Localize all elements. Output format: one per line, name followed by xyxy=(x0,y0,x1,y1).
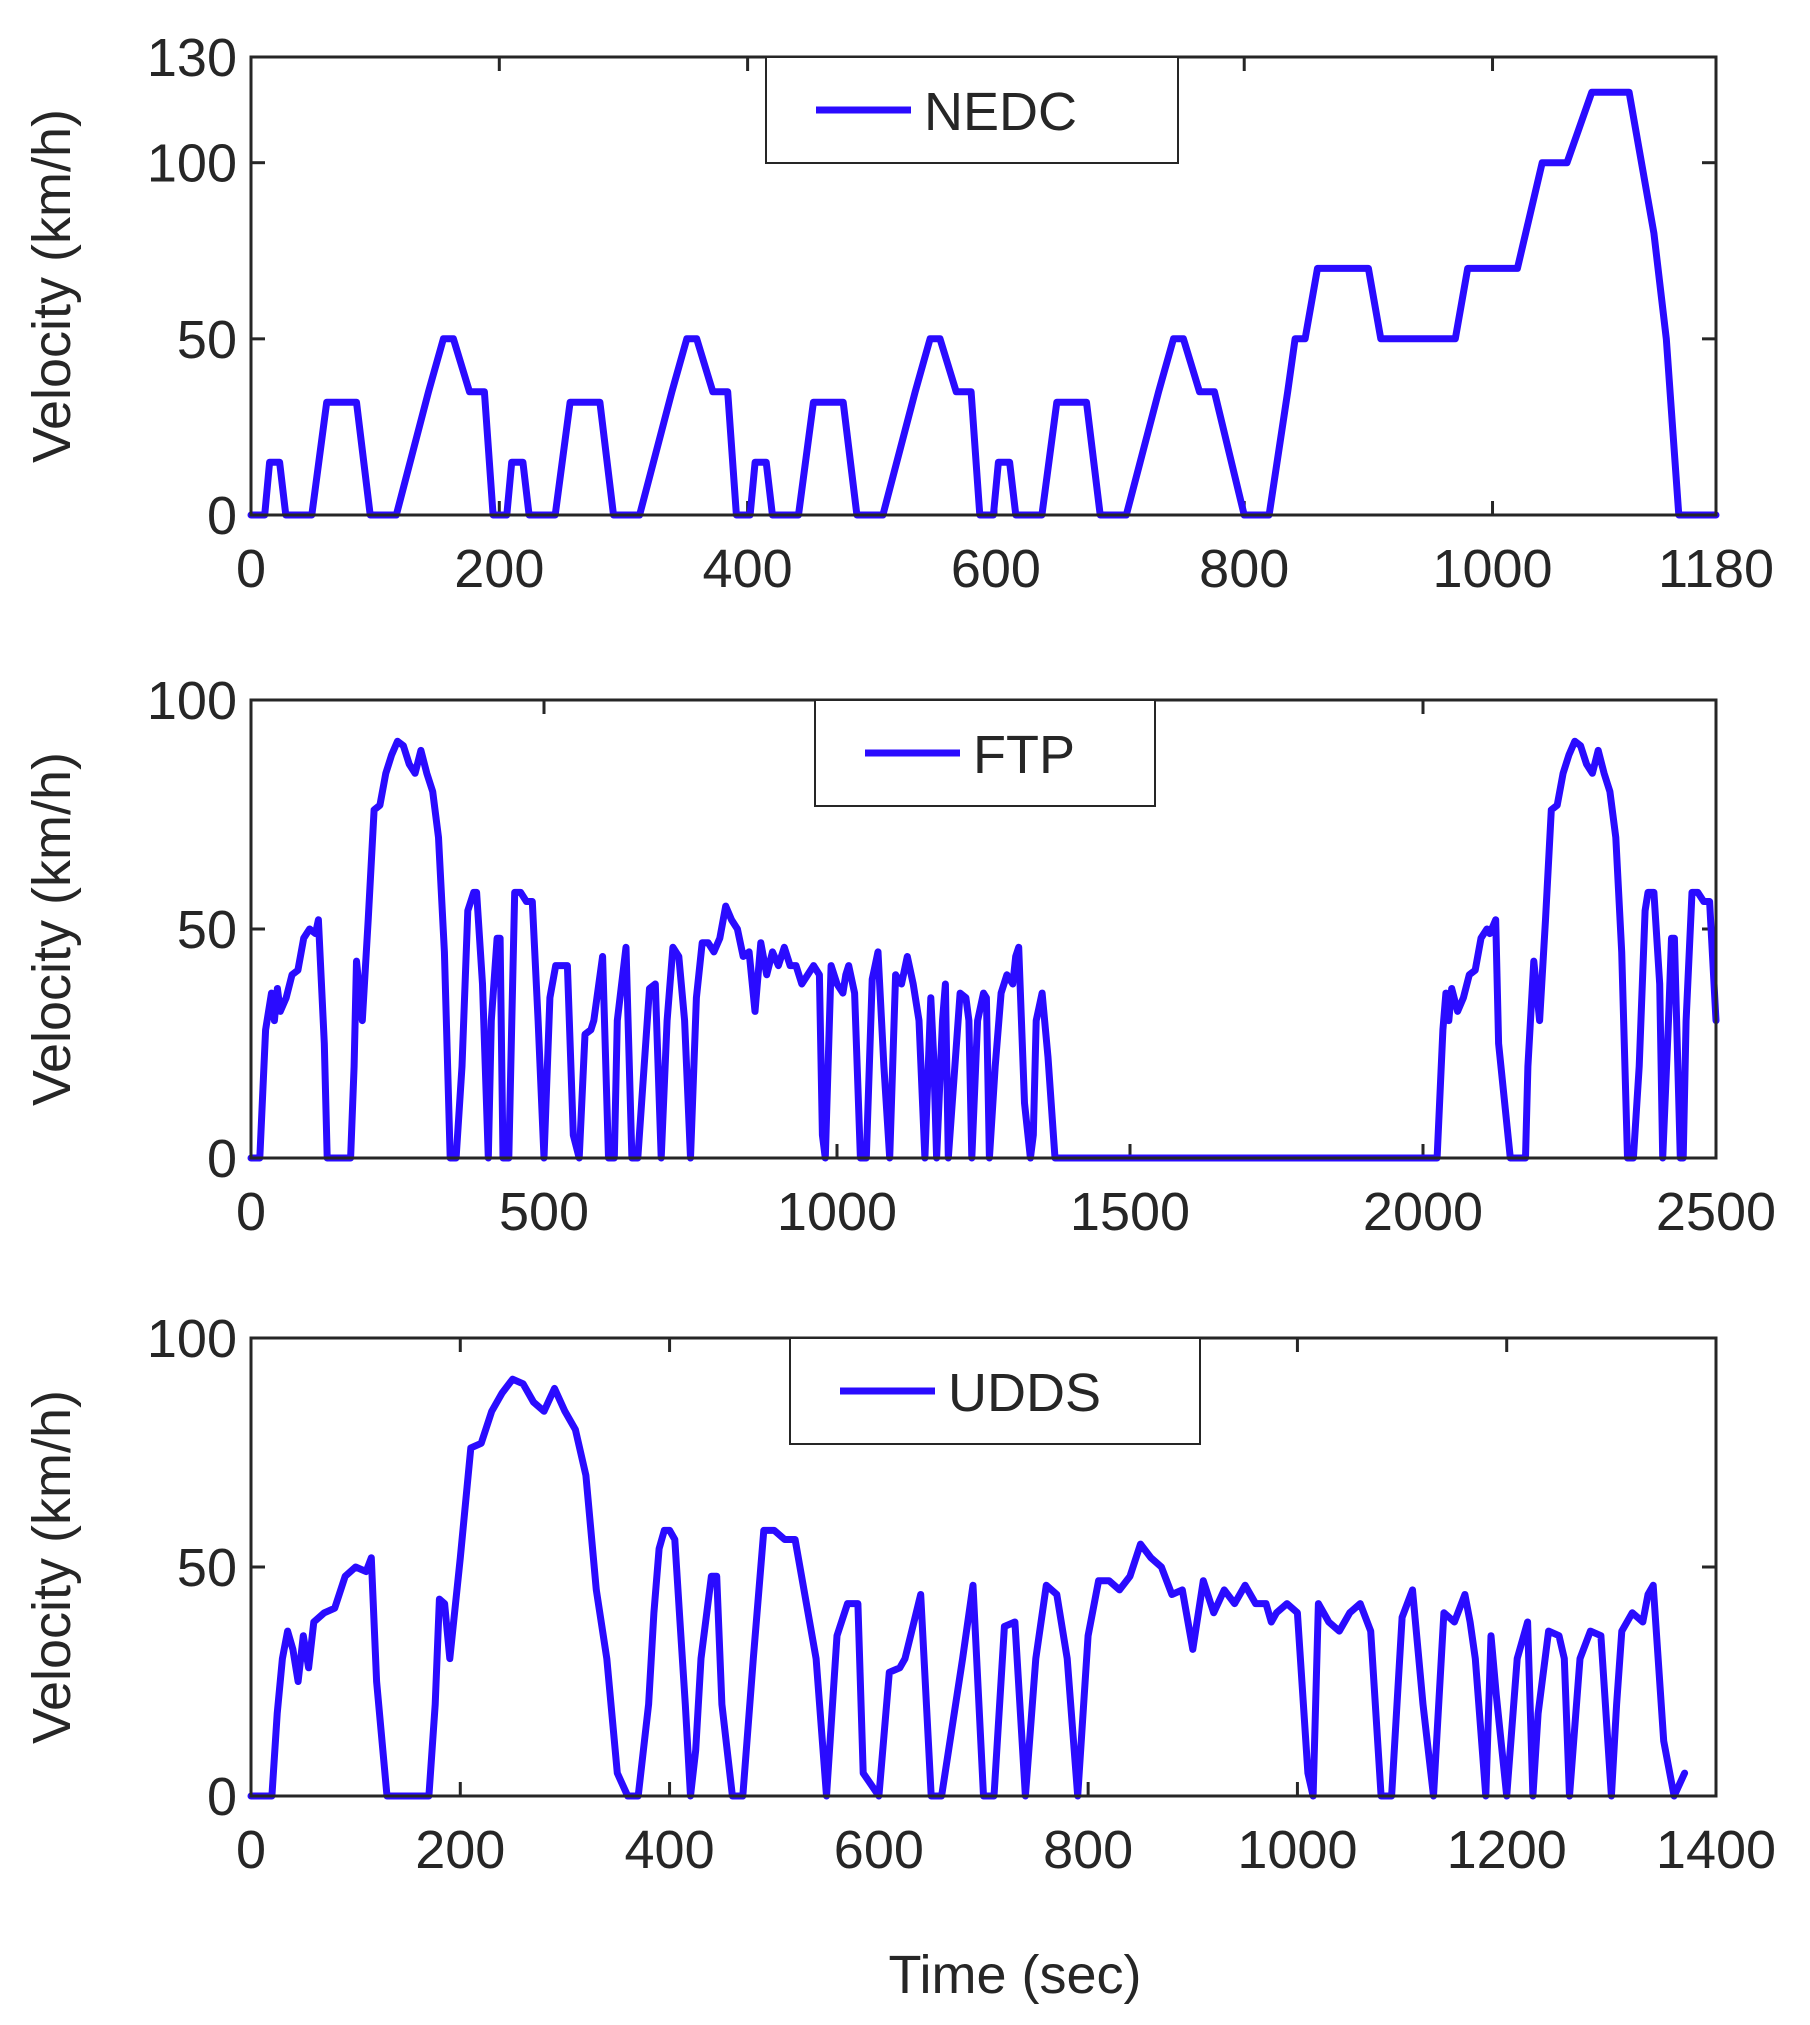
y-tick-label: 50 xyxy=(177,900,237,960)
y-tick-label: 50 xyxy=(177,310,237,370)
legend: FTP xyxy=(814,699,1156,807)
x-tick-label: 1000 xyxy=(1432,539,1552,599)
y-tick-label: 50 xyxy=(177,1538,237,1598)
y-axis-label: Velocity (km/h) xyxy=(22,752,82,1106)
x-tick-label: 1500 xyxy=(1070,1182,1190,1242)
x-tick-label: 1180 xyxy=(1658,539,1774,599)
y-axis-label: Velocity (km/h) xyxy=(22,109,82,463)
legend: UDDS xyxy=(789,1337,1201,1445)
chart-panel-ftp: 0 500 1000 1500 2000 2500 0 50 100 Velocity (km/h… xyxy=(22,671,1776,1242)
legend-box xyxy=(765,56,1179,164)
series-line-udds xyxy=(247,1375,1689,1800)
series-line-nedc xyxy=(247,88,1720,519)
x-tick-label: 800 xyxy=(1043,1820,1133,1880)
x-tick-label: 600 xyxy=(834,1820,924,1880)
x-tick-label: 1000 xyxy=(1237,1820,1357,1880)
x-tick-label: 1200 xyxy=(1447,1820,1567,1880)
x-tick-label: 0 xyxy=(236,1820,266,1880)
x-tick-label: 200 xyxy=(454,539,544,599)
x-tick-label: 0 xyxy=(236,539,266,599)
x-tick-label: 1000 xyxy=(777,1182,897,1242)
chart-panel-nedc: 0 200 400 600 800 1000 1180 0 50 100 130 Velocity (… xyxy=(22,28,1774,599)
x-tick-label: 0 xyxy=(236,1182,266,1242)
legend: NEDC xyxy=(765,56,1179,164)
y-tick-label: 0 xyxy=(207,1129,237,1189)
x-tick-label: 2500 xyxy=(1656,1182,1776,1242)
x-axis-label: Time (sec) xyxy=(889,1945,1142,2005)
x-tick-label: 200 xyxy=(415,1820,505,1880)
x-tick-label: 1400 xyxy=(1656,1820,1776,1880)
y-tick-label: 100 xyxy=(147,1309,237,1369)
y-tick-label: 130 xyxy=(147,28,237,88)
x-tick-label: 2000 xyxy=(1363,1182,1483,1242)
y-tick-label: 0 xyxy=(207,486,237,546)
legend-label: FTP xyxy=(973,725,1075,785)
y-axis-label: Velocity (km/h) xyxy=(22,1390,82,1744)
x-tick-label: 400 xyxy=(703,539,793,599)
x-tick-label: 500 xyxy=(499,1182,589,1242)
y-tick-label: 0 xyxy=(207,1767,237,1827)
y-tick-label: 100 xyxy=(147,671,237,731)
chart-panel-udds: 0 200 400 600 800 1000 1200 1400 0 50 100 Velocity … xyxy=(22,1309,1776,1880)
y-tick-label: 100 xyxy=(147,134,237,194)
x-tick-label: 600 xyxy=(951,539,1041,599)
x-tick-label: 400 xyxy=(625,1820,715,1880)
legend-label: UDDS xyxy=(948,1363,1101,1423)
x-tick-label: 800 xyxy=(1199,539,1289,599)
legend-label: NEDC xyxy=(924,82,1077,142)
